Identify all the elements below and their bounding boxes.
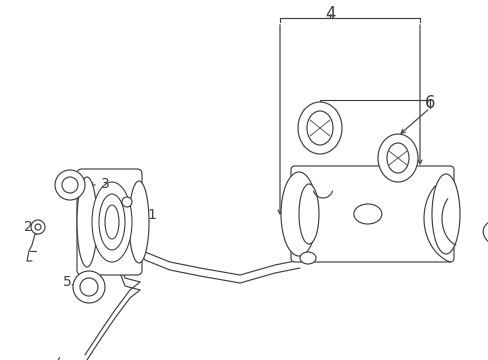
Circle shape	[62, 177, 78, 193]
Circle shape	[31, 220, 45, 234]
Text: 4: 4	[324, 5, 335, 23]
Ellipse shape	[77, 177, 97, 267]
Ellipse shape	[298, 184, 318, 244]
FancyBboxPatch shape	[290, 166, 453, 262]
Ellipse shape	[297, 102, 341, 154]
Circle shape	[55, 170, 85, 200]
Text: 1: 1	[147, 208, 156, 222]
Text: 3: 3	[101, 177, 109, 191]
Circle shape	[35, 224, 41, 230]
Ellipse shape	[431, 174, 459, 254]
Ellipse shape	[353, 204, 381, 224]
FancyBboxPatch shape	[77, 169, 142, 275]
Ellipse shape	[482, 220, 488, 247]
Circle shape	[122, 197, 132, 207]
Text: 2: 2	[23, 220, 32, 234]
Ellipse shape	[377, 134, 417, 182]
Text: 5: 5	[62, 275, 71, 289]
Circle shape	[80, 278, 98, 296]
Ellipse shape	[129, 181, 149, 263]
Circle shape	[73, 271, 105, 303]
Text: 6: 6	[424, 94, 434, 112]
Ellipse shape	[105, 205, 119, 239]
Ellipse shape	[281, 172, 316, 256]
Ellipse shape	[386, 143, 408, 173]
Ellipse shape	[299, 252, 315, 264]
Ellipse shape	[92, 182, 132, 262]
Ellipse shape	[99, 194, 125, 250]
Ellipse shape	[306, 111, 332, 145]
